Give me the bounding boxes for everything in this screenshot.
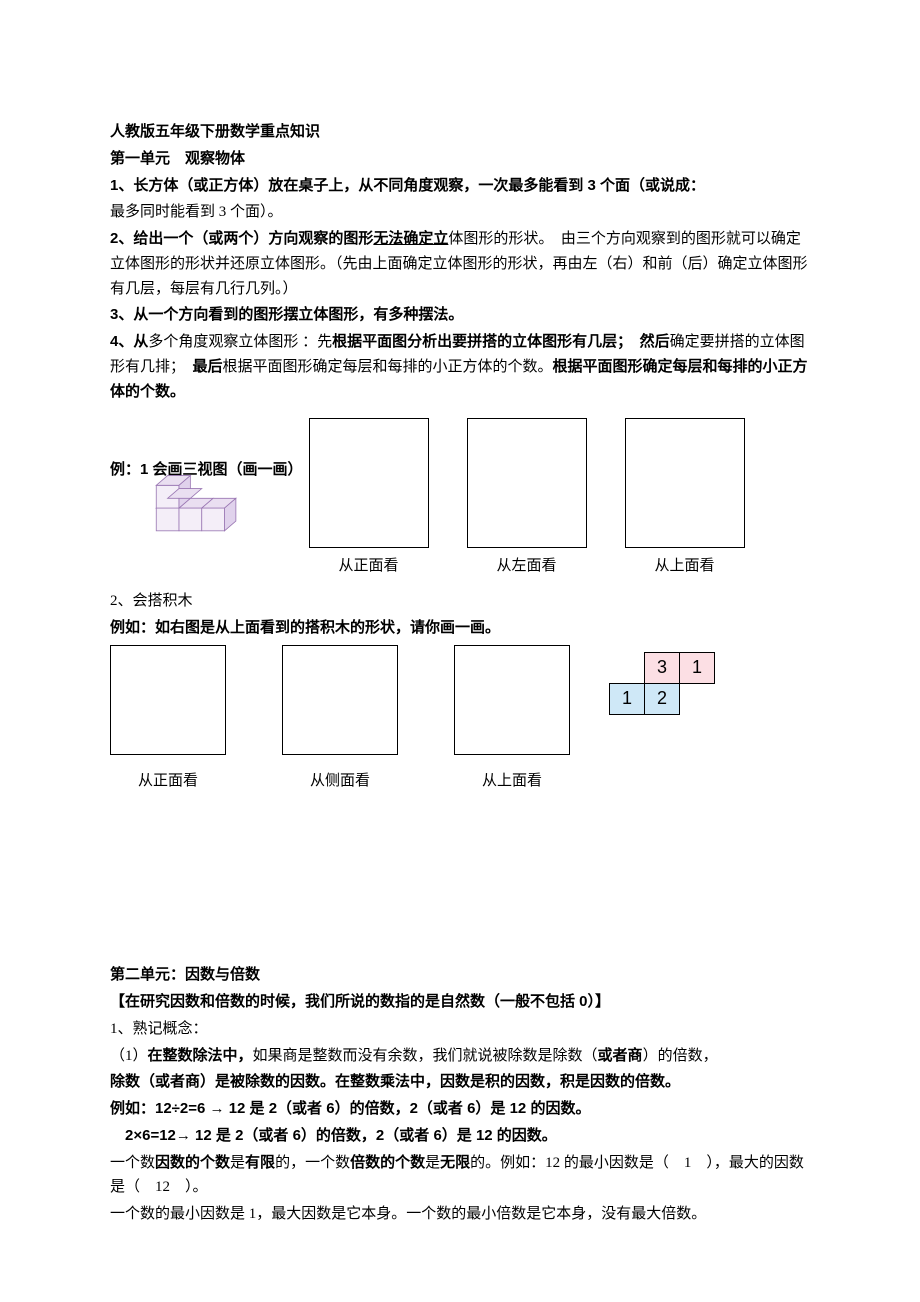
- ex2-side-col: 从侧面看: [282, 645, 398, 794]
- u1-p4-c: 根据平面图分析出要拼搭的立体图形有几层； 然后: [332, 333, 670, 350]
- unit2-p4: 一个数因数的个数是有限的，一个数倍数的个数是无限的。例如：12 的最小因数是（ …: [110, 1151, 810, 1201]
- cube-illustration: [140, 459, 270, 549]
- unit2-p3: 2×6=12→ 12 是 2（或者 6）的倍数，2（或者 6）是 12 的因数。: [110, 1124, 810, 1149]
- unit2-l1: 1、熟记概念：: [110, 1017, 810, 1042]
- unit2-p2: 例如：12÷2=6 → 12 是 2（或者 6）的倍数，2（或者 6）是 12 …: [110, 1097, 810, 1122]
- u2-p4-e: 的，一个数: [275, 1155, 350, 1171]
- example2-row: 从正面看 从侧面看 从上面看 3 1 1 2: [110, 645, 810, 794]
- u1-p4: 4、从多个角度观察立体图形 ：先根据平面图分析出要拼搭的立体图形有几层； 然后确…: [110, 330, 810, 404]
- u2-p4-h: 无限: [440, 1154, 470, 1171]
- ex2-b: 会搭积木: [133, 593, 193, 609]
- u2-p4-c: 是: [230, 1155, 245, 1171]
- ex2-top-col: 从上面看: [454, 645, 570, 794]
- u1-p2-u: 无法确定立: [373, 230, 448, 247]
- ex2-top-box: [454, 645, 570, 755]
- ex2-line: 2、会搭积木: [110, 589, 810, 614]
- u1-p4-f: 根据平面图形确定每层和每排的小正方体的个数。: [223, 359, 553, 375]
- unit2-p1f: 除数（或者商）是被除数的因数。在整数乘法中，因数是积的因数，积是因数的倍数。: [110, 1070, 810, 1095]
- u2-p1-d: 或者商: [598, 1047, 643, 1064]
- view-left-col: 从左面看: [467, 418, 587, 579]
- grid-cell-1a: 1: [679, 652, 715, 684]
- doc-title: 人教版五年级下册数学重点知识: [110, 120, 810, 145]
- unit2-note: 【在研究因数和倍数的时候，我们所说的数指的是自然数（一般不包括 0）】: [110, 990, 810, 1015]
- view-front-col: 从正面看: [309, 418, 429, 579]
- view-top-caption: 从上面看: [655, 554, 715, 579]
- u2-p1-e: ）的倍数，: [643, 1048, 718, 1064]
- grid-cell-3: 3: [644, 652, 680, 684]
- u2-p1-a: （1）: [110, 1048, 148, 1064]
- u2-p4-f: 倍数的个数: [350, 1154, 425, 1171]
- unit2-p5: 一个数的最小因数是 1，最大因数是它本身。一个数的最小倍数是它本身，没有最大倍数…: [110, 1202, 810, 1227]
- u2-p4-g: 是: [425, 1155, 440, 1171]
- u1-p1-pre: 1、长方体（或正方体）放在桌子上，从不同角度观察，一次最多能看到 3 个面（或说…: [110, 177, 705, 194]
- u1-p2: 2、给出一个（或两个）方向观察的图形无法确定立体图形的形状。 由三个方向观察到的…: [110, 227, 810, 301]
- u1-p2-a: 2、给出一个（或两个）方向观察的图形: [110, 230, 373, 247]
- ex2-front-col: 从正面看: [110, 645, 226, 794]
- ex3-line: 例如：如右图是从上面看到的搭积木的形状，请你画一画。: [110, 616, 810, 641]
- grid-cell-2: 2: [644, 683, 680, 715]
- ex2-top-caption: 从上面看: [482, 769, 542, 794]
- u1-p4-a: 4、从: [110, 333, 148, 350]
- view-top-box: [625, 418, 745, 548]
- u1-p4-b: 多个角度观察立体图形 ：先: [148, 334, 332, 350]
- u2-p1-b: 在整数除法中，: [148, 1047, 253, 1064]
- unit2-block: 第二单元：因数与倍数 【在研究因数和倍数的时候，我们所说的数指的是自然数（一般不…: [110, 963, 810, 1227]
- cube-icon: [140, 459, 270, 549]
- unit1-heading: 第一单元 观察物体: [110, 147, 810, 172]
- view-front-caption: 从正面看: [339, 554, 399, 579]
- u2-p4-b: 因数的个数: [155, 1154, 230, 1171]
- view-top-col: 从上面看: [625, 418, 745, 579]
- ex2-side-caption: 从侧面看: [310, 769, 370, 794]
- u2-p4-d: 有限: [245, 1154, 275, 1171]
- u1-p4-e: 最后: [178, 358, 223, 375]
- view-front-box: [309, 418, 429, 548]
- grid-cell-1b: 1: [609, 683, 645, 715]
- u2-p4-i: 的。: [470, 1155, 500, 1171]
- ex2-a: 2、: [110, 593, 133, 609]
- ex2-front-box: [110, 645, 226, 755]
- unit2-heading: 第二单元：因数与倍数: [110, 963, 810, 988]
- view-left-box: [467, 418, 587, 548]
- u1-p1-tail: 最多同时能看到 3 个面）。: [110, 200, 810, 225]
- u1-p3: 3、从一个方向看到的图形摆立体图形，有多种摆法。: [110, 303, 810, 328]
- u1-p1: 1、长方体（或正方体）放在桌子上，从不同角度观察，一次最多能看到 3 个面（或说…: [110, 174, 810, 199]
- u2-p4-a: 一个数: [110, 1155, 155, 1171]
- grid-empty2: [679, 683, 715, 715]
- top-view-grid: 3 1 1 2: [610, 653, 715, 715]
- ex2-side-box: [282, 645, 398, 755]
- ex2-front-caption: 从正面看: [138, 769, 198, 794]
- u2-p1-c: 如果商是整数而没有余数，我们就说被除数是除数（: [253, 1048, 598, 1064]
- unit2-p1: （1）在整数除法中，如果商是整数而没有余数，我们就说被除数是除数（或者商）的倍数…: [110, 1044, 810, 1069]
- grid-empty: [609, 652, 645, 684]
- view-left-caption: 从左面看: [497, 554, 557, 579]
